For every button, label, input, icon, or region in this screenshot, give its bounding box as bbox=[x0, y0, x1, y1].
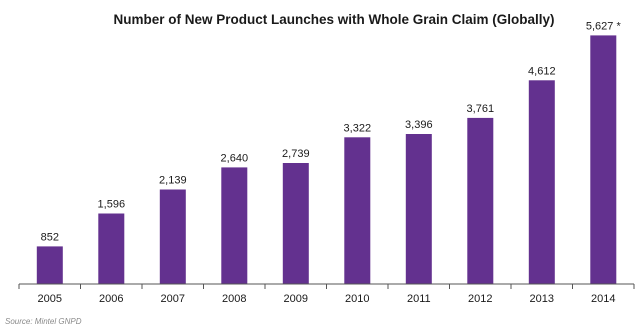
x-tick-label-2014: 2014 bbox=[591, 293, 615, 305]
value-label-2012: 3,761 bbox=[467, 103, 495, 115]
bar-2013 bbox=[528, 80, 555, 284]
value-label-2008: 2,640 bbox=[221, 152, 249, 164]
bar-2008 bbox=[221, 167, 248, 284]
x-tick-label-2005: 2005 bbox=[38, 293, 62, 305]
value-labels: 852 1,596 2,139 2,640 2,739 3,322 3,396 3,761 4,… bbox=[41, 20, 622, 243]
x-tick-label-2010: 2010 bbox=[345, 293, 369, 305]
bars bbox=[36, 35, 617, 285]
x-axis-tick-labels: 2005 2006 2007 2008 2009 2010 2011 2012 2013 2014 bbox=[38, 293, 616, 305]
bar-2005 bbox=[36, 246, 63, 284]
x-tick-label-2008: 2008 bbox=[222, 293, 246, 305]
x-tick-label-2007: 2007 bbox=[161, 293, 185, 305]
bar-2010 bbox=[344, 137, 371, 284]
source-note: Source: Mintel GNPD bbox=[5, 317, 82, 326]
bar-2007 bbox=[159, 189, 186, 284]
bar-2006 bbox=[98, 213, 125, 284]
bar-2009 bbox=[282, 163, 309, 284]
value-label-2009: 2,739 bbox=[282, 148, 310, 160]
value-label-2010: 3,322 bbox=[344, 122, 372, 134]
x-axis-ticks bbox=[18, 284, 635, 289]
value-label-2014: 5,627 * bbox=[586, 20, 622, 32]
bar-2014 bbox=[590, 35, 617, 285]
value-label-2011: 3,396 bbox=[405, 119, 433, 131]
bar-2011 bbox=[405, 134, 432, 284]
x-tick-label-2006: 2006 bbox=[99, 293, 123, 305]
x-tick-label-2012: 2012 bbox=[468, 293, 492, 305]
value-label-2007: 2,139 bbox=[159, 175, 187, 187]
x-tick-label-2009: 2009 bbox=[284, 293, 308, 305]
value-label-2005: 852 bbox=[41, 231, 59, 243]
x-tick-label-2013: 2013 bbox=[530, 293, 554, 305]
value-label-2013: 4,612 bbox=[528, 65, 556, 77]
bar-2012 bbox=[467, 117, 494, 285]
chart-title: Number of New Product Launches with Whol… bbox=[113, 12, 554, 27]
value-label-2006: 1,596 bbox=[98, 199, 126, 211]
x-tick-label-2011: 2011 bbox=[407, 293, 431, 305]
